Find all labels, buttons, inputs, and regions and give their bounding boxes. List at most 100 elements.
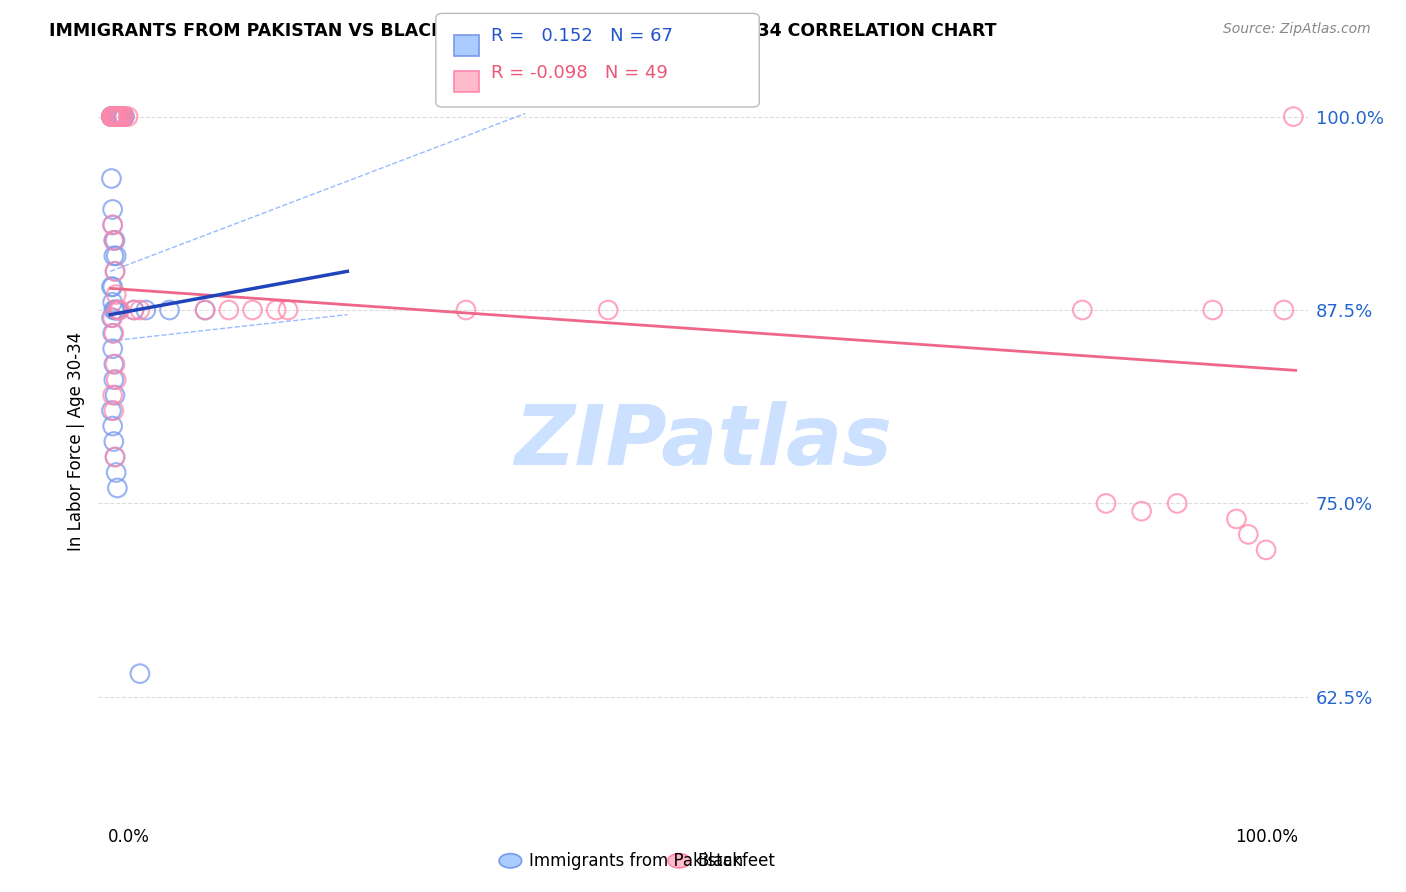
- Point: [103, 110, 125, 124]
- Point: [101, 326, 124, 341]
- Point: [100, 110, 122, 124]
- Point: [103, 434, 125, 449]
- Point: [105, 110, 128, 124]
- Point: [111, 110, 134, 124]
- Point: [105, 481, 128, 495]
- Point: [104, 110, 127, 124]
- Point: [104, 388, 127, 402]
- Point: [101, 110, 124, 124]
- Point: [264, 303, 287, 318]
- Point: [111, 110, 134, 124]
- Point: [103, 249, 125, 263]
- Point: [105, 110, 128, 124]
- Point: [101, 110, 124, 124]
- Text: ZIPatlas: ZIPatlas: [515, 401, 891, 482]
- Point: [101, 310, 124, 325]
- Point: [101, 218, 124, 232]
- Point: [104, 233, 127, 247]
- Point: [129, 303, 152, 318]
- Point: [104, 110, 127, 124]
- Point: [110, 110, 132, 124]
- Point: [277, 303, 299, 318]
- Point: [117, 110, 139, 124]
- Point: [112, 110, 135, 124]
- Point: [103, 110, 125, 124]
- Point: [218, 303, 240, 318]
- Point: [122, 303, 145, 318]
- Point: [1254, 542, 1277, 557]
- Point: [100, 110, 122, 124]
- Point: [1166, 496, 1188, 510]
- Point: [1095, 496, 1118, 510]
- Point: [107, 110, 129, 124]
- Point: [103, 110, 125, 124]
- Point: [101, 110, 124, 124]
- Point: [103, 357, 125, 371]
- Point: [1225, 512, 1247, 526]
- Point: [101, 295, 124, 310]
- Point: [159, 303, 181, 318]
- Point: [101, 110, 124, 124]
- Point: [100, 171, 122, 186]
- Point: [101, 419, 124, 434]
- Point: [104, 110, 127, 124]
- Point: [105, 110, 128, 124]
- Point: [107, 110, 129, 124]
- Point: [194, 303, 217, 318]
- Point: [105, 303, 128, 318]
- Point: [1237, 527, 1260, 541]
- Text: IMMIGRANTS FROM PAKISTAN VS BLACKFEET IN LABOR FORCE | AGE 30-34 CORRELATION CHA: IMMIGRANTS FROM PAKISTAN VS BLACKFEET IN…: [49, 22, 997, 40]
- Point: [103, 403, 125, 417]
- Point: [1071, 303, 1094, 318]
- Point: [101, 218, 124, 232]
- Text: 100.0%: 100.0%: [1234, 829, 1298, 847]
- Point: [105, 373, 128, 387]
- Point: [101, 342, 124, 356]
- Point: [103, 110, 125, 124]
- Point: [101, 388, 124, 402]
- Text: Immigrants from Pakistan: Immigrants from Pakistan: [529, 852, 742, 870]
- Point: [101, 110, 124, 124]
- Point: [100, 403, 122, 417]
- Point: [101, 110, 124, 124]
- Point: [104, 450, 127, 464]
- Point: [242, 303, 264, 318]
- Point: [135, 303, 157, 318]
- Point: [101, 110, 124, 124]
- Text: R =   0.152   N = 67: R = 0.152 N = 67: [491, 28, 672, 45]
- Point: [108, 303, 131, 318]
- Point: [108, 110, 131, 124]
- Point: [108, 110, 131, 124]
- Point: [104, 110, 127, 124]
- Point: [101, 202, 124, 217]
- Point: [100, 110, 122, 124]
- Point: [104, 264, 127, 278]
- Y-axis label: In Labor Force | Age 30-34: In Labor Force | Age 30-34: [66, 332, 84, 551]
- Point: [103, 110, 125, 124]
- Text: 0.0%: 0.0%: [108, 829, 150, 847]
- Point: [103, 110, 125, 124]
- Point: [104, 357, 127, 371]
- Point: [103, 110, 125, 124]
- Point: [194, 303, 217, 318]
- Point: [1282, 110, 1305, 124]
- Point: [105, 466, 128, 480]
- Point: [100, 110, 122, 124]
- Point: [114, 110, 136, 124]
- Point: [122, 303, 145, 318]
- Point: [100, 280, 122, 294]
- Point: [105, 249, 128, 263]
- Point: [101, 110, 124, 124]
- Point: [110, 110, 132, 124]
- Point: [103, 110, 125, 124]
- Point: [101, 110, 124, 124]
- Point: [1272, 303, 1295, 318]
- Point: [454, 303, 477, 318]
- Point: [101, 110, 124, 124]
- Point: [105, 287, 128, 301]
- Point: [107, 303, 129, 318]
- Point: [100, 310, 122, 325]
- Point: [114, 110, 136, 124]
- Point: [103, 326, 125, 341]
- Point: [129, 666, 152, 681]
